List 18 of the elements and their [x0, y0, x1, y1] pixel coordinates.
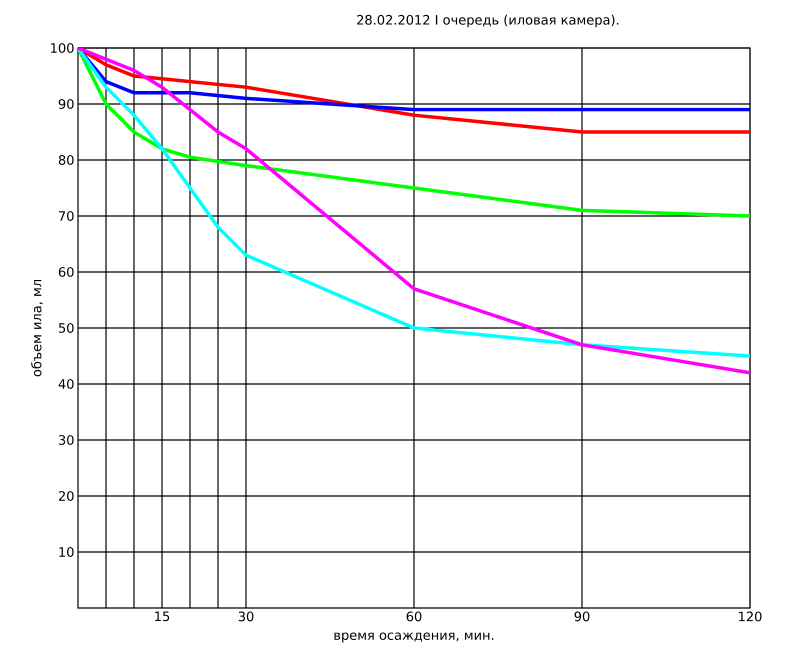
y-tick-label: 80	[58, 155, 74, 165]
y-tick-label: 40	[58, 379, 74, 389]
x-tick-label: 60	[406, 612, 422, 622]
y-axis-title: объем ила, мл	[31, 280, 43, 376]
y-tick-label: 70	[58, 211, 74, 221]
x-tick-label: 30	[238, 612, 254, 622]
y-tick-label: 10	[59, 547, 74, 557]
x-tick-label: 15	[155, 612, 170, 622]
x-axis-title: время осаждения, мин.	[334, 632, 494, 642]
y-tick-label: 60	[58, 267, 74, 277]
y-tick-label: 50	[58, 323, 74, 333]
y-tick-label: 100	[51, 43, 74, 53]
y-tick-label: 90	[58, 99, 74, 109]
y-tick-label: 30	[58, 435, 74, 445]
chart-title: 28.02.2012 I очередь (иловая камера).	[357, 14, 618, 28]
x-tick-label: 120	[739, 612, 762, 622]
x-tick-label: 90	[574, 612, 590, 622]
y-tick-label: 20	[58, 491, 74, 501]
